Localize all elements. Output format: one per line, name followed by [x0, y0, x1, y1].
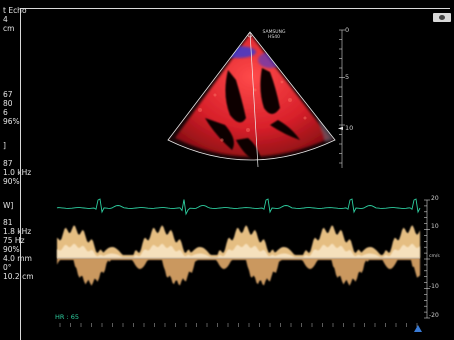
velocity-tick-20: 20: [431, 195, 439, 202]
pw-marker: W]: [3, 201, 14, 210]
color-gain: 87: [3, 159, 13, 168]
spectral-doppler: [57, 225, 420, 286]
velocity-unit: cm/s: [429, 254, 440, 259]
depth-value: 4: [3, 15, 8, 24]
velocity-tick-10: 10: [431, 223, 439, 230]
focus-marker[interactable]: ◄: [338, 124, 343, 132]
mode-params: t Echo 4 cm: [3, 6, 27, 33]
pw-params: 81 1.8 kHz 75 Hz 90% 4.0 mm 0° 10.2 cm: [3, 218, 34, 281]
color-flow-sector: [168, 32, 335, 160]
depth-tick-10: 10: [345, 124, 354, 132]
color-prf: 1.0 kHz: [3, 168, 32, 177]
time-axis: [59, 323, 418, 327]
pw-gate-size: 4.0 mm: [3, 254, 32, 263]
depth-tick-0: 0: [345, 26, 350, 34]
color-power: 90%: [3, 177, 20, 186]
brand-label: SAMSUNG HS40: [262, 30, 286, 40]
depth-tick-5: 5: [345, 73, 350, 81]
pw-prf: 1.8 kHz: [3, 227, 32, 236]
depth-unit: cm: [3, 24, 15, 33]
velocity-tick-neg20: -20: [429, 312, 439, 319]
bmode-gain: 67: [3, 90, 13, 99]
pw-angle: 0°: [3, 263, 12, 272]
heart-rate-label: HR : 65: [55, 313, 79, 321]
pw-power: 90%: [3, 245, 20, 254]
color-params: 87 1.0 kHz 90%: [3, 159, 31, 186]
camera-icon[interactable]: [433, 13, 451, 22]
doppler-cursor-line[interactable]: [249, 31, 259, 168]
mode-label: t Echo: [3, 6, 27, 15]
left-frame-line: [20, 8, 21, 340]
velocity-scale: [424, 199, 430, 319]
ecg-trace: [56, 198, 421, 216]
bmode-power: 96%: [3, 117, 20, 126]
bmode-params: 67 80 6 96%: [3, 90, 20, 126]
bmode-frequency: 6: [3, 108, 8, 117]
pw-wall-filter: 75 Hz: [3, 236, 25, 245]
velocity-tick-neg10: -10: [429, 283, 439, 290]
bmode-dr: 80: [3, 99, 13, 108]
top-frame-line: [20, 8, 450, 9]
depth-scale: [339, 29, 345, 168]
triangle-marker-icon[interactable]: [414, 325, 422, 332]
color-marker: ]: [3, 141, 6, 150]
pw-gate-depth: 10.2 cm: [3, 272, 34, 281]
sector-outline: [167, 31, 336, 161]
pw-gain: 81: [3, 218, 13, 227]
